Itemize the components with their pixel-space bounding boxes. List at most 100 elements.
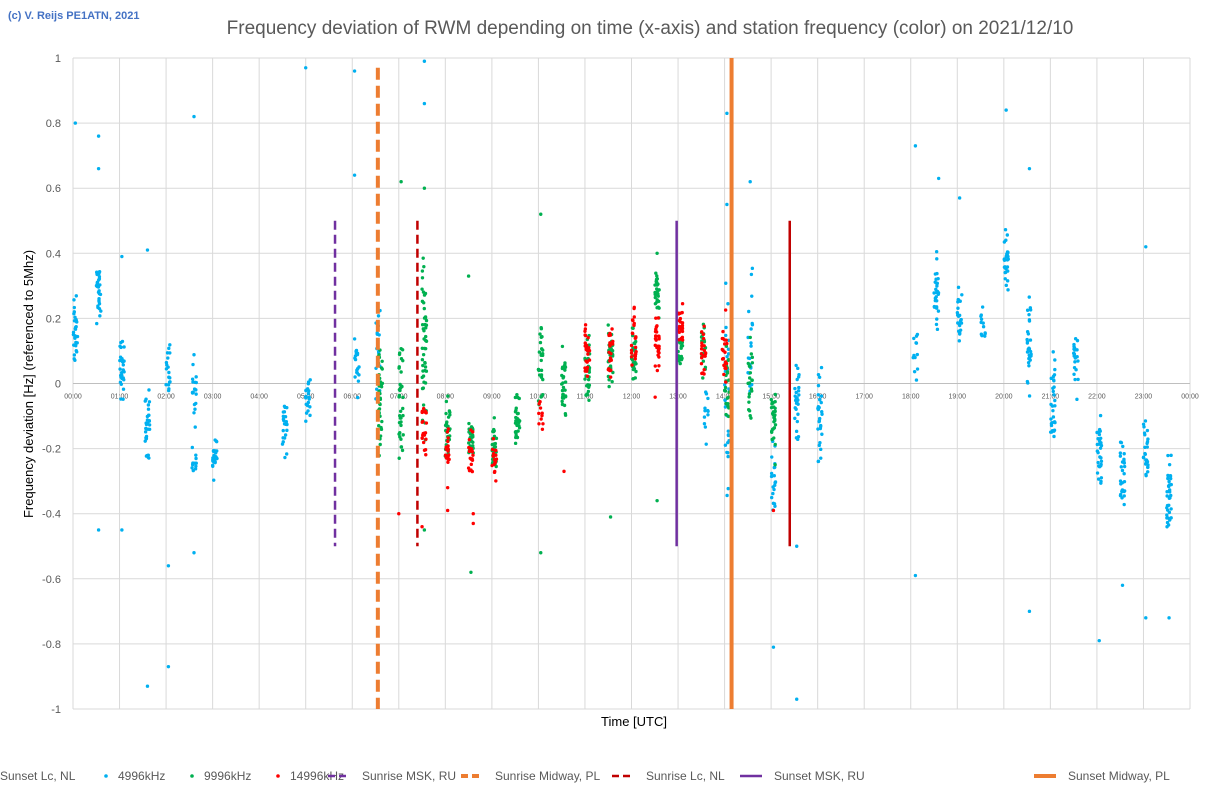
data-point <box>677 338 681 342</box>
data-point <box>1122 494 1126 498</box>
data-point <box>560 402 565 407</box>
data-point <box>723 443 728 447</box>
data-point <box>467 437 472 442</box>
data-point <box>443 453 448 457</box>
data-point <box>769 430 774 434</box>
data-point <box>422 337 426 341</box>
y-tick-label: -1 <box>51 704 61 716</box>
data-point <box>122 345 126 349</box>
data-point <box>1169 516 1173 520</box>
data-point <box>421 386 426 390</box>
legend-marker <box>104 774 108 778</box>
x-tick-label: 23:00 <box>1135 394 1153 401</box>
data-point <box>725 111 729 116</box>
data-point <box>586 352 590 356</box>
data-point <box>1166 453 1170 458</box>
data-point <box>934 281 938 285</box>
data-point <box>1005 233 1010 237</box>
data-point <box>421 290 426 294</box>
data-point <box>308 413 312 418</box>
legend-label: Sunrise Midway, PL <box>495 769 600 783</box>
data-point <box>192 387 197 391</box>
data-point <box>1006 257 1010 261</box>
data-point <box>816 383 821 388</box>
data-point <box>771 412 775 417</box>
data-point <box>915 352 920 357</box>
data-point <box>1005 279 1010 283</box>
y-tick-label: 0.4 <box>46 248 61 260</box>
data-point <box>817 419 821 424</box>
data-point <box>448 410 452 415</box>
data-point <box>514 406 518 410</box>
data-point <box>935 317 939 321</box>
data-point <box>795 697 799 701</box>
x-tick-label: 21:00 <box>1042 394 1060 401</box>
data-point <box>699 356 704 360</box>
data-point <box>657 364 661 368</box>
data-point <box>1143 433 1147 437</box>
data-point <box>699 361 704 366</box>
data-point <box>653 395 657 399</box>
data-point <box>563 365 568 369</box>
data-point <box>654 277 659 282</box>
data-point <box>773 442 777 447</box>
data-point <box>1168 474 1173 478</box>
data-point <box>560 399 564 404</box>
data-point <box>1076 377 1080 382</box>
data-point <box>750 378 754 383</box>
data-point <box>772 474 776 478</box>
data-point <box>446 439 450 444</box>
x-tick-label: 22:00 <box>1088 394 1106 401</box>
data-point <box>583 377 587 381</box>
data-point <box>629 343 634 348</box>
data-point <box>281 417 286 421</box>
data-point <box>657 334 661 339</box>
data-point <box>147 388 151 392</box>
data-point <box>726 395 731 399</box>
data-point <box>749 327 753 331</box>
data-point <box>1167 479 1171 484</box>
data-point <box>723 360 728 364</box>
y-axis-label: Frequency deviation [Hz] (referenced to … <box>21 250 36 518</box>
data-point <box>629 348 634 352</box>
data-point <box>215 439 219 444</box>
data-point <box>166 664 171 669</box>
data-point <box>539 417 543 421</box>
data-point <box>725 450 729 455</box>
data-point <box>773 504 777 508</box>
data-point <box>1143 445 1147 450</box>
data-point <box>448 413 452 417</box>
data-point <box>121 363 126 367</box>
data-point <box>747 395 751 399</box>
data-point <box>1169 507 1173 511</box>
data-point <box>354 349 358 353</box>
data-point <box>773 409 777 414</box>
data-point <box>818 441 822 445</box>
data-point <box>194 392 198 396</box>
data-point <box>1027 364 1031 368</box>
data-point <box>1025 330 1030 334</box>
x-tick-label: 13:00 <box>669 394 687 401</box>
data-point <box>724 333 728 338</box>
data-point <box>120 254 124 259</box>
data-point <box>680 310 684 315</box>
data-point <box>633 354 638 358</box>
data-point <box>424 453 428 457</box>
data-point <box>537 411 541 416</box>
data-point <box>423 315 428 319</box>
data-point <box>703 406 707 410</box>
data-point <box>375 331 379 335</box>
data-point <box>492 457 497 462</box>
y-tick-label: -0.6 <box>42 574 61 586</box>
data-point <box>353 375 357 379</box>
data-point <box>957 339 962 343</box>
data-point <box>1097 638 1101 643</box>
data-point <box>494 453 498 457</box>
data-point <box>399 420 403 424</box>
data-point <box>490 442 495 447</box>
data-point <box>932 291 936 295</box>
data-point <box>795 544 799 548</box>
data-point <box>421 363 425 368</box>
data-point <box>143 430 148 434</box>
y-tick-label: 1 <box>55 53 61 65</box>
